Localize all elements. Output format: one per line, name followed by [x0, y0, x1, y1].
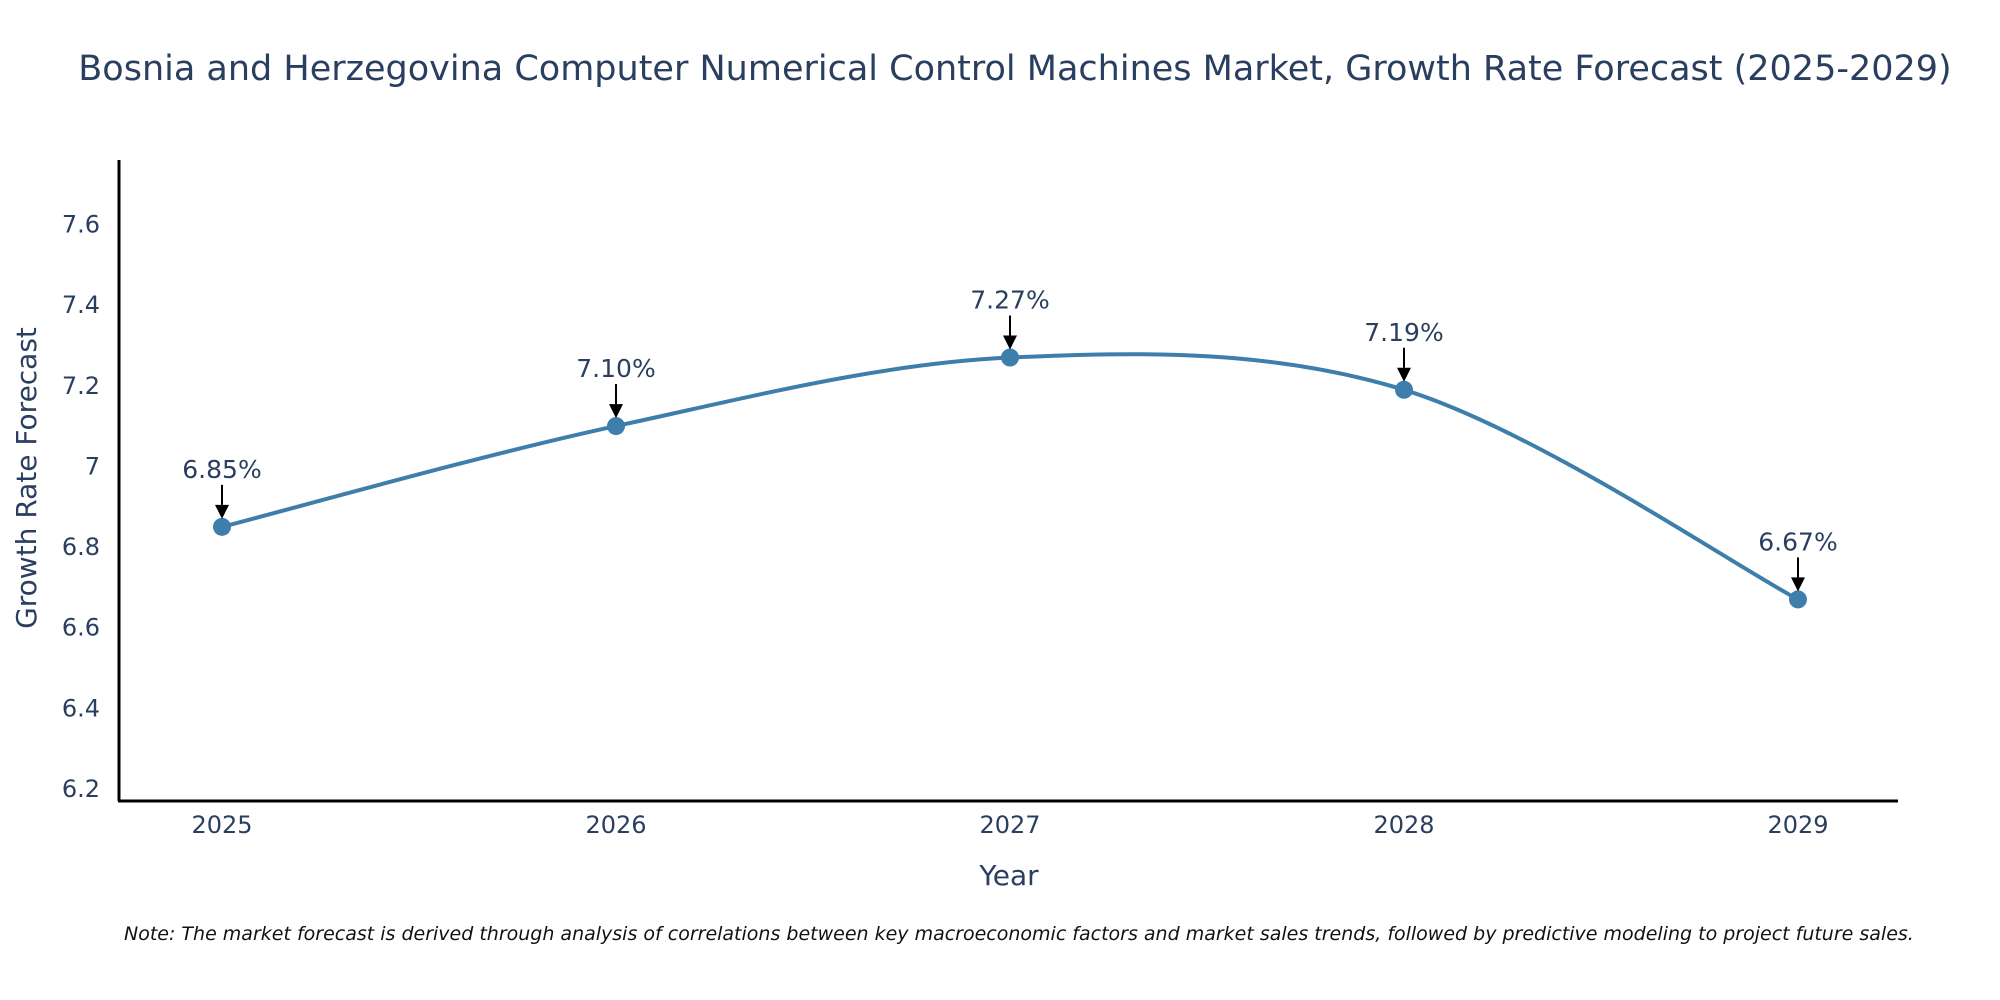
annotation-arrow-head — [1003, 335, 1017, 350]
data-label: 6.67% — [1758, 527, 1837, 556]
x-tick-label: 2027 — [979, 811, 1040, 839]
data-point — [1789, 590, 1807, 609]
y-tick-label: 7.2 — [62, 372, 100, 400]
y-tick-label: 7 — [85, 452, 100, 480]
x-axis-ticks: 2025 2026 2027 2028 2029 — [191, 811, 1828, 839]
y-tick-label: 6.4 — [62, 694, 100, 722]
footnote: Note: The market forecast is derived thr… — [124, 923, 1914, 945]
x-tick-label: 2025 — [191, 811, 252, 839]
y-tick-label: 6.2 — [62, 775, 100, 803]
annotation-arrow-head — [1791, 577, 1805, 592]
annotation-arrow-head — [609, 404, 623, 419]
data-point — [213, 517, 231, 536]
data-point — [1395, 380, 1413, 399]
y-axis-ticks: 6.2 6.4 6.6 6.8 7 7.2 7.4 7.6 — [62, 211, 100, 803]
chart-title: Bosnia and Herzegovina Computer Numerica… — [78, 49, 1951, 89]
y-tick-label: 6.6 — [62, 614, 100, 642]
y-tick-label: 6.8 — [62, 533, 100, 561]
x-axis-title: Year — [978, 859, 1039, 892]
y-tick-label: 7.6 — [62, 211, 100, 239]
series-line-growth-rate — [221, 352, 1799, 602]
data-point — [1001, 348, 1019, 367]
annotation-arrow-head — [215, 504, 229, 519]
data-label: 6.85% — [182, 455, 261, 484]
x-tick-label: 2026 — [585, 811, 646, 839]
y-tick-label: 7.4 — [62, 291, 100, 319]
y-axis-title: Growth Rate Forecast — [10, 327, 43, 629]
data-label: 7.27% — [970, 286, 1049, 315]
x-tick-label: 2028 — [1373, 811, 1434, 839]
data-points — [213, 348, 1807, 609]
data-label: 7.10% — [576, 354, 655, 383]
annotation-arrow-head — [1397, 367, 1411, 382]
x-tick-label: 2029 — [1767, 811, 1828, 839]
data-label: 7.19% — [1364, 318, 1443, 347]
data-annotations: 6.85% 7.10% 7.27% 7.19% 6.67% — [182, 286, 1838, 592]
data-point — [607, 417, 625, 436]
